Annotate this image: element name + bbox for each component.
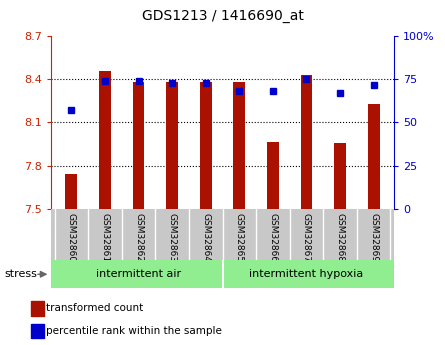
Bar bbox=[234, 82, 245, 209]
Bar bbox=[65, 174, 77, 209]
Text: GSM32869: GSM32869 bbox=[369, 213, 378, 262]
Text: GSM32863: GSM32863 bbox=[168, 213, 177, 262]
Text: intermittent air: intermittent air bbox=[96, 269, 181, 279]
Text: GSM32867: GSM32867 bbox=[302, 213, 311, 262]
Bar bbox=[31, 301, 44, 316]
Bar bbox=[133, 81, 144, 209]
Bar bbox=[334, 142, 346, 209]
Bar bbox=[99, 71, 111, 209]
Text: GSM32865: GSM32865 bbox=[235, 213, 244, 262]
Text: GDS1213 / 1416690_at: GDS1213 / 1416690_at bbox=[142, 9, 303, 23]
Text: intermittent hypoxia: intermittent hypoxia bbox=[249, 269, 364, 279]
Text: GSM32861: GSM32861 bbox=[101, 213, 109, 262]
Text: transformed count: transformed count bbox=[46, 303, 143, 313]
Text: GSM32862: GSM32862 bbox=[134, 213, 143, 262]
Bar bbox=[368, 104, 380, 209]
Bar bbox=[267, 142, 279, 209]
Text: GSM32868: GSM32868 bbox=[336, 213, 344, 262]
Bar bbox=[166, 82, 178, 209]
Text: GSM32866: GSM32866 bbox=[268, 213, 277, 262]
Text: GSM32864: GSM32864 bbox=[201, 213, 210, 262]
Text: percentile rank within the sample: percentile rank within the sample bbox=[46, 326, 222, 336]
Bar bbox=[200, 82, 211, 209]
Text: stress: stress bbox=[4, 269, 37, 279]
Text: GSM32860: GSM32860 bbox=[67, 213, 76, 262]
Bar bbox=[301, 75, 312, 209]
Bar bbox=[31, 324, 44, 338]
